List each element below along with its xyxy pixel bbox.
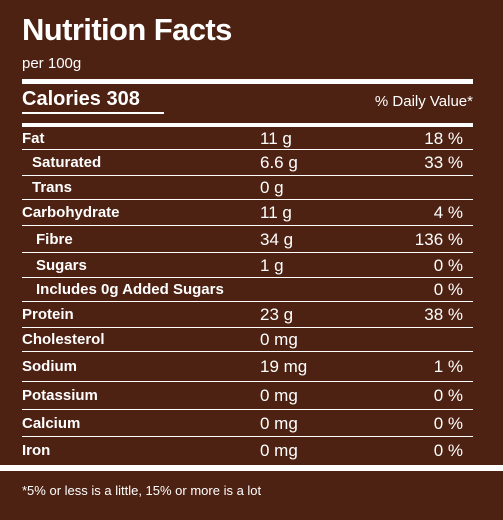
nutrient-name: Trans: [32, 179, 73, 196]
nutrient-amount: 0 mg: [260, 441, 298, 460]
nutrient-amount: 11 g: [260, 129, 292, 148]
top-thick-rule: [22, 79, 473, 84]
nutrient-amount: 11 g: [260, 203, 292, 222]
footer-thick-rule: [0, 465, 503, 471]
label-title: Nutrition Facts: [22, 12, 232, 47]
nutrient-name: Carbohydrate: [22, 204, 120, 221]
nutrient-daily-value: 136 %: [414, 230, 463, 249]
nutrient-row-carbohydrate: Carbohydrate 11 g 4 %: [22, 200, 473, 226]
nutrient-row-added-sugars: Includes 0g Added Sugars 0 %: [22, 278, 473, 302]
nutrient-amount: 19 mg: [260, 357, 308, 376]
serving-size: per 100g: [22, 55, 82, 72]
nutrient-amount: 0 g: [260, 178, 284, 197]
nutrient-name: Saturated: [32, 154, 102, 171]
nutrient-daily-value: 0 %: [433, 441, 463, 460]
nutrient-daily-value: 0 %: [433, 256, 463, 275]
nutrient-row-fibre: Fibre 34 g 136 %: [22, 226, 473, 253]
nutrient-name: Iron: [22, 442, 51, 459]
nutrient-name: Fat: [22, 130, 45, 147]
nutrient-name: Sodium: [22, 358, 77, 375]
nutrient-daily-value: 18 %: [424, 129, 463, 148]
nutrient-row-protein: Protein 23 g 38 %: [22, 302, 473, 328]
nutrient-amount: 34 g: [260, 230, 294, 249]
nutrient-amount: 1 g: [260, 256, 284, 275]
nutrient-amount: 0 mg: [260, 330, 298, 349]
nutrient-row-sodium: Sodium 19 mg 1 %: [22, 352, 473, 382]
nutrient-amount: 23 g: [260, 305, 294, 324]
nutrient-row-saturated: Saturated 6.6 g 33 %: [22, 150, 473, 176]
daily-value-header: % Daily Value*: [374, 93, 473, 110]
nutrient-daily-value: 0 %: [433, 414, 463, 433]
nutrient-name: Calcium: [22, 415, 81, 432]
nutrient-daily-value: 0 %: [433, 280, 463, 299]
nutrient-row-cholesterol: Cholesterol 0 mg: [22, 328, 473, 352]
calories-underline: [22, 112, 164, 114]
nutrient-row-sugars: Sugars 1 g 0 %: [22, 253, 473, 278]
nutrient-daily-value: 4 %: [433, 203, 463, 222]
nutrient-daily-value: 0 %: [433, 386, 463, 405]
nutrient-name: Cholesterol: [22, 331, 105, 348]
nutrient-section-rule: [22, 123, 473, 127]
nutrient-name: Sugars: [36, 257, 87, 274]
nutrient-amount: 0 mg: [260, 386, 298, 405]
nutrient-row-fat: Fat 11 g 18 %: [22, 127, 473, 150]
footnote: *5% or less is a little, 15% or more is …: [22, 483, 262, 498]
nutrient-daily-value: 38 %: [424, 305, 463, 324]
nutrient-amount: 6.6 g: [260, 153, 298, 172]
calories-label: Calories 308: [22, 88, 140, 110]
nutrient-amount: 0 mg: [260, 414, 298, 433]
nutrient-row-trans: Trans 0 g: [22, 176, 473, 200]
nutrient-daily-value: 1 %: [433, 357, 463, 376]
nutrient-daily-value: 33 %: [424, 153, 463, 172]
nutrient-name: Protein: [22, 306, 74, 323]
nutrient-name: Includes 0g Added Sugars: [36, 281, 224, 298]
nutrient-name: Potassium: [22, 387, 98, 404]
nutrient-row-iron: Iron 0 mg 0 %: [22, 437, 473, 465]
nutrient-row-potassium: Potassium 0 mg 0 %: [22, 382, 473, 410]
nutrient-name: Fibre: [36, 231, 73, 248]
nutrient-row-calcium: Calcium 0 mg 0 %: [22, 410, 473, 437]
